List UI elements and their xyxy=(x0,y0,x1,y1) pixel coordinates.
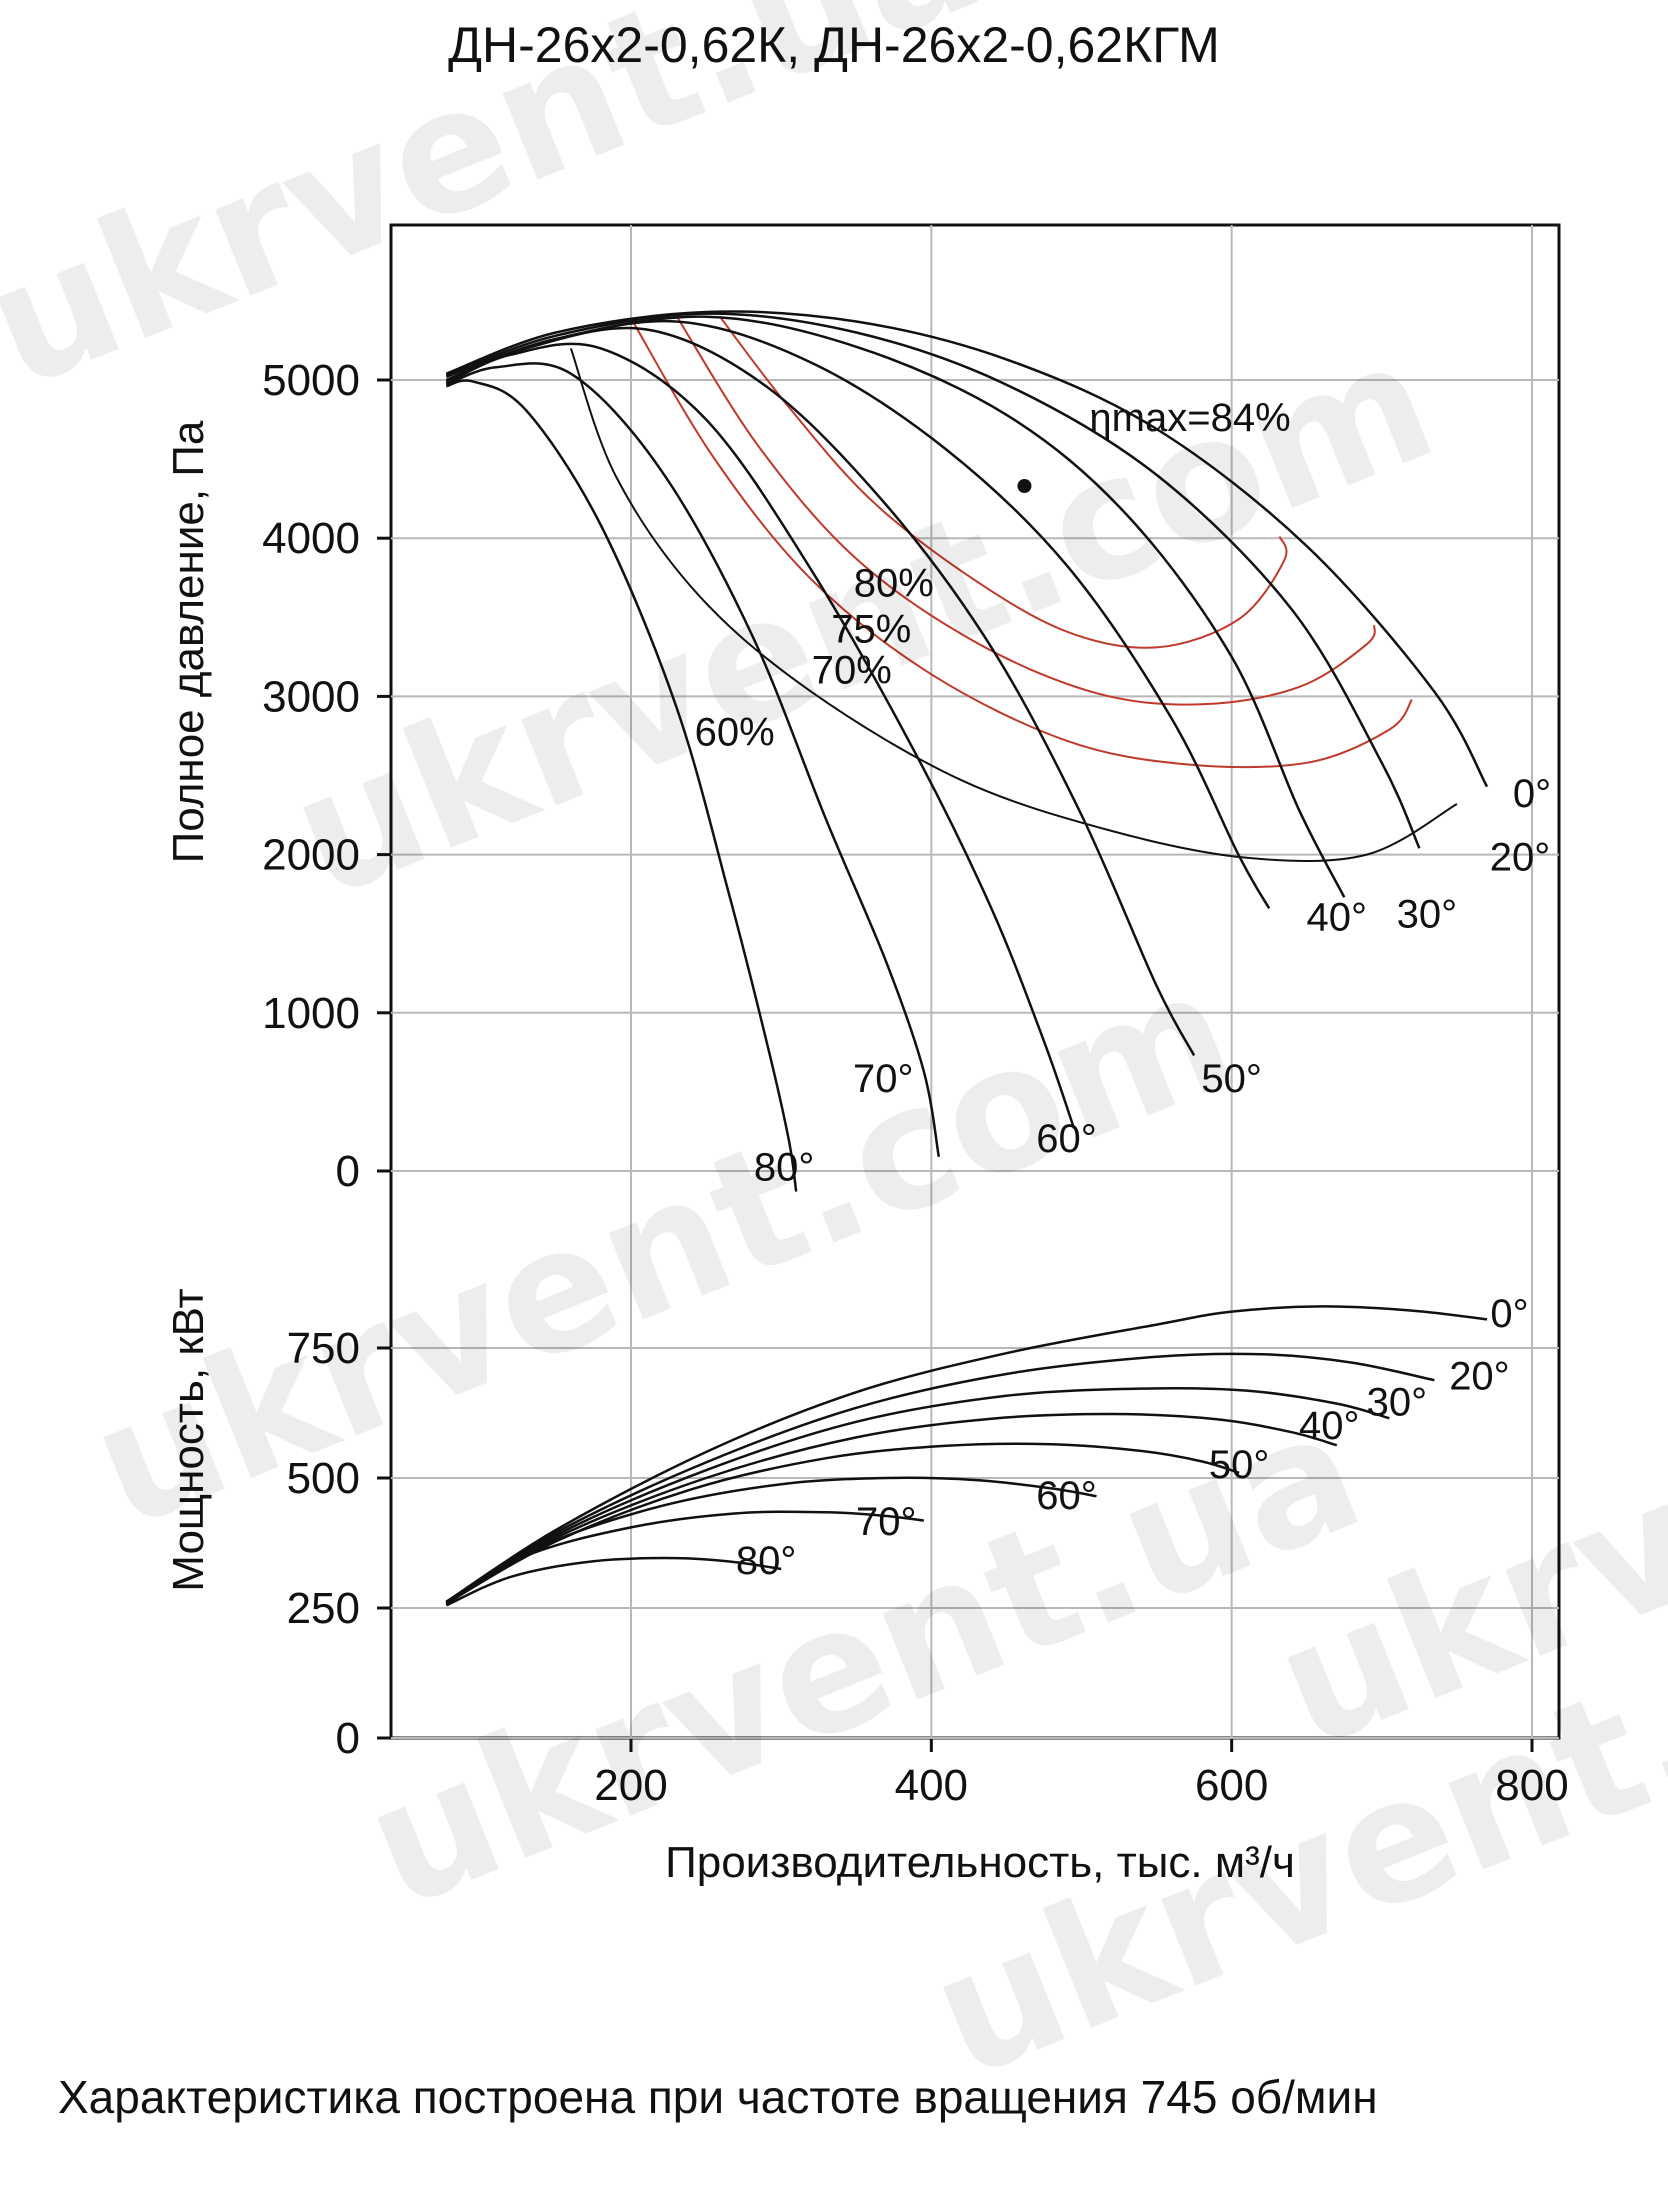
power-curve-label: 80° xyxy=(736,1539,797,1583)
power-curve-label: 20° xyxy=(1449,1355,1510,1399)
pressure-curve-label: 0° xyxy=(1513,772,1551,816)
x-tick-label: 600 xyxy=(1195,1761,1268,1810)
efficiency-curve-label: 75% xyxy=(831,608,911,652)
power-curve-70 xyxy=(445,1510,924,1606)
efficiency-curve-60 xyxy=(569,348,1458,863)
curves xyxy=(445,310,1489,1607)
power-curve-label: 70° xyxy=(856,1500,917,1544)
power-curve-label: 60° xyxy=(1036,1474,1097,1518)
power-curve-60 xyxy=(445,1476,1097,1605)
chart-title: ДН-26х2-0,62К, ДН-26х2-0,62КГМ xyxy=(448,17,1220,73)
y-tick-label: 500 xyxy=(287,1454,360,1503)
pressure-curve-50 xyxy=(445,326,1196,1057)
power-curve-label: 0° xyxy=(1490,1292,1528,1336)
caption: Характеристика построена при частоте вра… xyxy=(58,2071,1378,2123)
pressure-axis-label: Полное давление, Па xyxy=(164,420,213,863)
x-tick-label: 400 xyxy=(895,1761,968,1810)
efficiency-max-label: ηmax=84% xyxy=(1089,396,1290,440)
efficiency-curve-label: 70% xyxy=(812,649,892,693)
efficiency-max-point xyxy=(1017,478,1032,493)
flow-axis-label: Производительность, тыс. м³/ч xyxy=(665,1838,1295,1887)
power-axis-label: Мощность, кВт xyxy=(164,1288,213,1591)
power-curve-80 xyxy=(445,1556,782,1607)
power-curve-label: 30° xyxy=(1367,1381,1428,1425)
y-tick-label: 1000 xyxy=(262,989,360,1038)
y-tick-label: 250 xyxy=(287,1584,360,1633)
y-tick-label: 750 xyxy=(287,1324,360,1373)
x-tick-label: 200 xyxy=(594,1761,667,1810)
y-tick-label: 0 xyxy=(336,1147,360,1196)
fan-performance-chart: 200 400 600 800 0 1000 2000 3000 4000 5000 0 250 500… xyxy=(164,223,1569,1887)
pressure-curve-label: 60° xyxy=(1036,1117,1097,1161)
power-curve-label: 40° xyxy=(1299,1404,1360,1448)
y-tick-label: 0 xyxy=(336,1714,360,1763)
pressure-curve-20 xyxy=(445,312,1421,849)
grid xyxy=(377,225,1559,1752)
y-tick-label: 3000 xyxy=(262,672,360,721)
labels: 200 400 600 800 0 1000 2000 3000 4000 5000 0 250 500… xyxy=(262,356,1569,1810)
power-curve-30 xyxy=(445,1386,1390,1604)
pressure-curve-60 xyxy=(445,342,1076,1129)
plot-frame xyxy=(389,223,1561,1740)
efficiency-curve-label: 80% xyxy=(854,562,934,606)
y-tick-label: 2000 xyxy=(262,831,360,880)
efficiency-curve-75 xyxy=(675,314,1376,706)
efficiency-curve-label: 60% xyxy=(695,710,775,754)
pressure-curve-label: 50° xyxy=(1201,1057,1262,1101)
power-curve-40 xyxy=(445,1412,1338,1604)
pressure-curve-label: 80° xyxy=(754,1145,815,1189)
pressure-curve-0 xyxy=(445,310,1489,788)
y-tick-label: 4000 xyxy=(262,514,360,563)
power-curve-20 xyxy=(445,1352,1435,1603)
efficiency-curve-80 xyxy=(720,317,1288,649)
pressure-curve-label: 20° xyxy=(1490,835,1551,879)
pressure-curve-80 xyxy=(445,379,798,1192)
y-tick-label: 5000 xyxy=(262,356,360,405)
efficiency-curve-70 xyxy=(630,317,1413,769)
x-tick-label: 800 xyxy=(1495,1761,1568,1810)
pressure-curve-label: 30° xyxy=(1397,892,1458,936)
pressure-curve-label: 40° xyxy=(1307,896,1368,940)
power-curve-0 xyxy=(445,1305,1488,1603)
pressure-curve-70 xyxy=(445,362,941,1158)
pressure-curve-label: 70° xyxy=(853,1057,914,1101)
power-curve-label: 50° xyxy=(1209,1443,1270,1487)
